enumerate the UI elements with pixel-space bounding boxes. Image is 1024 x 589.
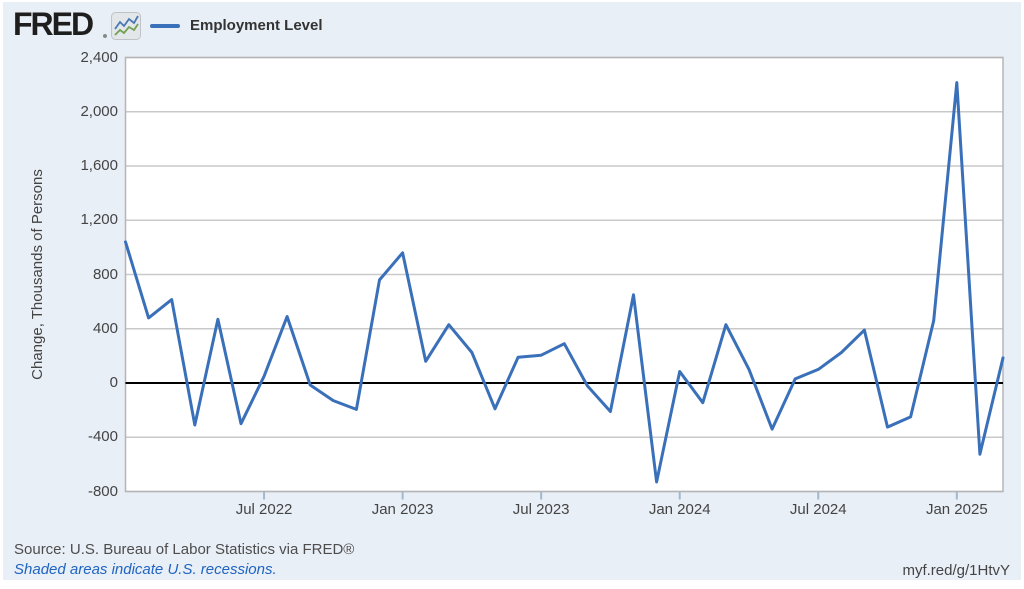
x-tick-label-jan-2025: Jan 2025 [925, 501, 988, 518]
y-tick-label-800: 800 [92, 265, 118, 283]
plot-border [124, 56, 1004, 493]
x-tick-label-jul-2024: Jul 2024 [789, 501, 847, 518]
employment-level-series-line [124, 81, 1005, 484]
legend-line-swatch [150, 23, 180, 28]
x-tick-label-jul-2023: Jul 2023 [512, 501, 570, 518]
x-tick-label-jan-2023: Jan 2023 [371, 501, 434, 518]
fred-sparkline-icon [111, 12, 141, 40]
y-tick-label-1600: 1,600 [80, 157, 118, 174]
fred-logo: FRED [13, 6, 94, 42]
y-tick-label-2000: 2,000 [80, 102, 118, 120]
x-tick-label-jan-2024: Jan 2024 [648, 501, 711, 518]
y-tick-label-2400: 2,400 [80, 48, 118, 66]
y-tick-label--800: -800 [87, 482, 118, 500]
legend-label: Employment Level [190, 17, 323, 34]
y-tick-label-400: 400 [92, 319, 118, 337]
source-text: Source: U.S. Bureau of Labor Statistics … [14, 541, 355, 558]
shortlink-text: myf.red/g/1HtvY [902, 562, 1010, 579]
y-tick-label-1200: 1,200 [80, 211, 118, 229]
y-tick-label-0: 0 [109, 374, 118, 391]
x-tick-label-jul-2022: Jul 2022 [235, 501, 293, 518]
fred-logo-trademark-dot [103, 34, 107, 38]
chart-legend: Employment Level [150, 17, 323, 34]
recession-note: Shaded areas indicate U.S. recessions. [14, 561, 277, 578]
y-tick-label--400: -400 [87, 428, 118, 446]
